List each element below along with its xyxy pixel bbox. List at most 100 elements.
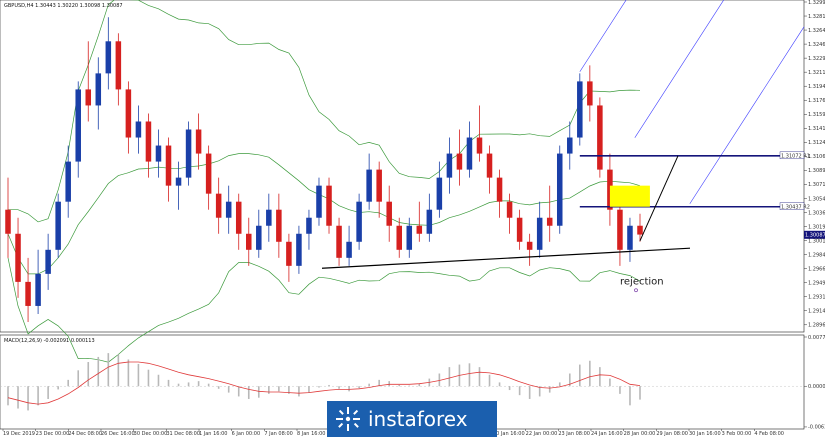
macd-histogram-bar [478,367,481,387]
macd-signal-line [7,361,641,405]
macd-histogram-bar [37,386,39,406]
candle [296,225,302,274]
bb-middle-line [7,153,641,275]
price-tick-label: 1.29315 [808,295,825,301]
candle-body [256,225,262,250]
time-tick-label: 20 Jan 16:00 [493,431,525,437]
macd-histogram-bar [528,386,531,399]
candle-body [25,281,31,306]
candle-body [627,225,633,250]
macd-histogram-bar [127,359,130,387]
macd-histogram-bar [599,367,601,387]
candle-body [376,169,382,202]
macd-histogram-bar [639,386,641,400]
candle-body [65,161,71,202]
candle-body [75,89,81,162]
candle-body [316,185,322,218]
macd-histogram-bar [7,386,9,406]
candle [65,145,71,218]
candle-body [205,153,212,194]
time-tick-label: 19 Dec 2019 [3,431,35,437]
brand-emblem-icon [336,407,360,431]
candle [546,185,553,242]
candle-body [55,201,61,250]
macd-histogram-bar [589,360,591,387]
time-tick-label: 30 Jan 16:00 [689,431,721,437]
candle [35,249,41,314]
macd-histogram-bar [418,383,421,387]
price-tick-label: 1.30715 [808,182,825,188]
candle [266,193,272,242]
macd-histogram-bar [47,386,49,399]
candle-body [235,201,242,234]
candle [215,177,222,234]
level-badge [779,151,805,160]
price-tick-label: 1.31240 [808,140,825,146]
macd-histogram-bar [348,386,350,392]
candle-body [286,241,292,266]
candle-body [516,217,523,242]
candle-body [135,121,142,138]
candle-body [366,169,372,202]
candle-body [587,81,593,106]
macd-histogram-bar [177,383,180,387]
price-tick-label: 1.31940 [808,84,825,90]
candle [95,57,102,130]
time-tick-label: 23 Jan 08:00 [558,431,590,437]
macd-histogram-bar [257,386,260,398]
candle [446,137,453,194]
candle-body [95,73,102,106]
candle-body [476,137,483,154]
candle [627,217,633,262]
candle-body [336,225,342,258]
candle-body [85,89,92,106]
candle-body [446,153,453,178]
time-tick-label: 24 Dec 08:00 [68,431,102,437]
macd-histogram-bar [338,386,340,389]
macd-histogram-bar [77,370,80,387]
candle [75,81,81,178]
candle [145,113,152,178]
macd-histogram-bar [398,384,401,387]
time-tick-label: 1 Jan 16:00 [199,431,227,437]
candle [587,65,593,122]
level-label: 1.31072 R1 [781,153,810,159]
bb-upper-line [8,0,641,223]
candle [286,233,292,282]
price-tick-label: 1.31415 [808,126,825,132]
macd-histogram-bar [117,354,120,387]
price-tick-label: 1.30015 [808,238,825,244]
macd-histogram-bar [197,381,200,387]
candle [597,97,603,178]
macd-histogram-bar [358,386,360,389]
candle [175,161,182,210]
candle [416,201,423,242]
price-tick-label: 1.29665 [808,266,825,272]
macd-histogram-bar [388,381,391,387]
candle-body [125,89,132,138]
candle-body [326,185,332,226]
current-price-badge [804,230,825,239]
candle [165,137,172,202]
time-tick-label: 7 Jan 08:00 [264,431,292,437]
macd-histogram-bar [328,384,330,387]
candle-body [466,137,473,170]
candle-body [617,209,623,250]
candle-body [15,233,21,282]
price-tick-label: 1.30190 [808,224,825,230]
candle [125,81,132,154]
price-tick-label: 1.31065 [808,154,825,160]
candle-body [35,273,41,306]
candle-body [195,129,202,154]
macd-histogram-bar [308,386,310,393]
candle-body [246,233,252,250]
macd-histogram-bar [298,386,300,397]
candle [567,121,573,170]
rejection-label: rejection [620,276,664,287]
candle-body [456,153,463,170]
candle [85,41,92,122]
macd-histogram-bar [237,386,240,397]
macd-histogram-bar [27,386,29,411]
candle-body [346,241,352,258]
macd-histogram-bar [278,386,280,392]
